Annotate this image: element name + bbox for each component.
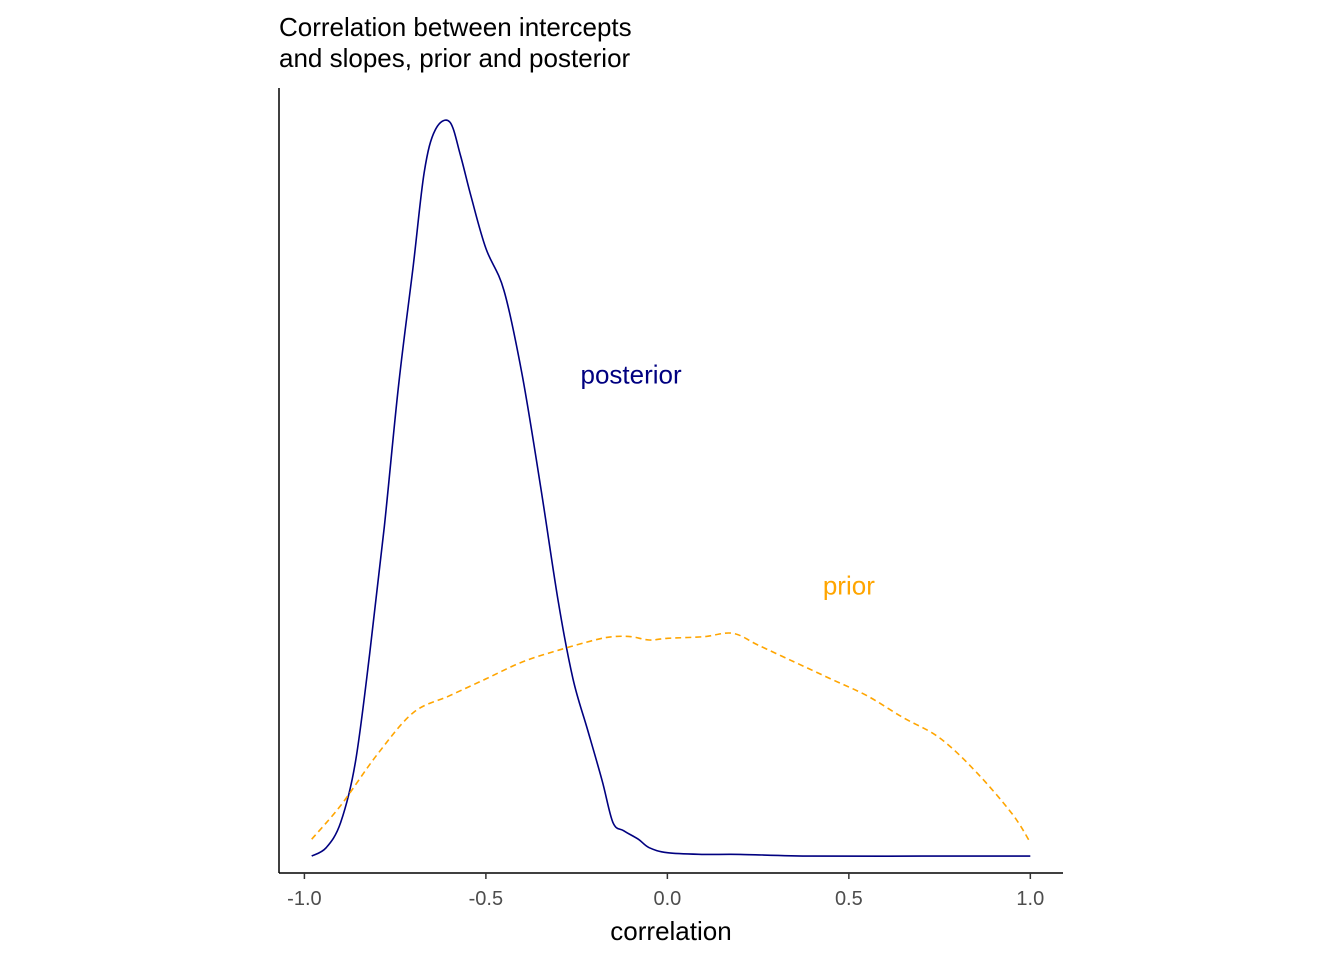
prior-label: prior — [823, 570, 875, 600]
chart-title: Correlation between intercepts and slope… — [279, 12, 632, 74]
x-tick-label: 0.0 — [653, 888, 681, 910]
posterior-label: posterior — [580, 359, 681, 389]
axes: -1.0 -0.5 0.0 0.5 1.0 — [278, 88, 1063, 910]
x-axis-title: correlation — [610, 916, 731, 946]
x-tick-label: -1.0 — [287, 888, 321, 910]
labels-layer: posterior prior — [580, 359, 875, 600]
posterior-density-line — [311, 119, 1031, 858]
prior-density-line — [311, 632, 1031, 844]
x-tick-label: -0.5 — [469, 888, 503, 910]
x-tick-label: 1.0 — [1016, 888, 1044, 910]
chart-title-line-2: and slopes, prior and posterior — [279, 43, 631, 73]
chart-title-line-1: Correlation between intercepts — [279, 12, 632, 42]
series-layer — [311, 119, 1031, 858]
x-tick-label: 0.5 — [835, 888, 863, 910]
